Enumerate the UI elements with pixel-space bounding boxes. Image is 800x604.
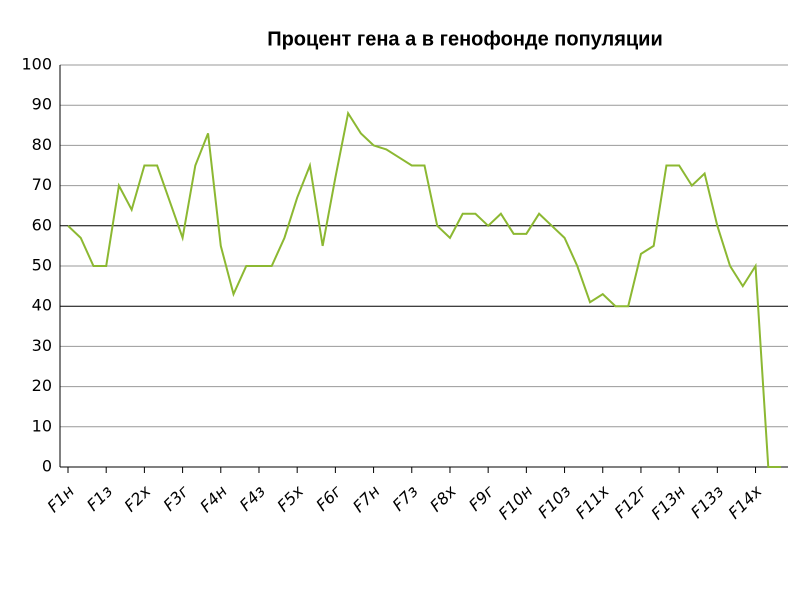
y-tick-label: 0: [42, 457, 52, 476]
x-tick-label: F14х: [725, 481, 766, 522]
x-tick-label: F11х: [572, 481, 613, 522]
data-line: [67, 110, 781, 468]
y-tick-label: 40: [32, 296, 52, 315]
x-tick-label: F7н: [349, 482, 384, 517]
x-tick-label: F7з: [389, 482, 422, 515]
x-tick-label: F1н: [43, 482, 78, 517]
x-tick-label: F12г: [611, 481, 652, 522]
y-tick-label: 70: [32, 175, 52, 194]
y-tick-label: 60: [32, 215, 52, 234]
x-tick-label: F5х: [273, 481, 307, 515]
x-tick-label: F10з: [534, 482, 574, 522]
y-tick-label: 10: [32, 416, 52, 435]
x-tick-label: F10н: [495, 482, 537, 524]
y-tick-label: 30: [32, 336, 52, 355]
y-tick-label: 90: [32, 95, 52, 114]
x-tick-label: F2х: [121, 481, 155, 515]
y-tick-label: 50: [32, 256, 52, 275]
x-tick-label: F8х: [426, 481, 460, 515]
x-tick-label: F6г: [312, 481, 346, 515]
y-tick-label: 20: [32, 376, 52, 395]
x-tick-label: F1з: [83, 482, 116, 515]
x-tick-label: F13з: [687, 482, 727, 522]
y-tick-label: 100: [21, 55, 52, 74]
x-tick-label: F13н: [647, 482, 689, 524]
x-tick-label: F4н: [196, 482, 231, 517]
y-tick-label: 80: [32, 135, 52, 154]
x-tick-label: F4з: [236, 482, 269, 515]
x-tick-label: F3г: [160, 481, 194, 515]
chart-title: Процент гена а в генофонде популяции: [267, 28, 663, 50]
